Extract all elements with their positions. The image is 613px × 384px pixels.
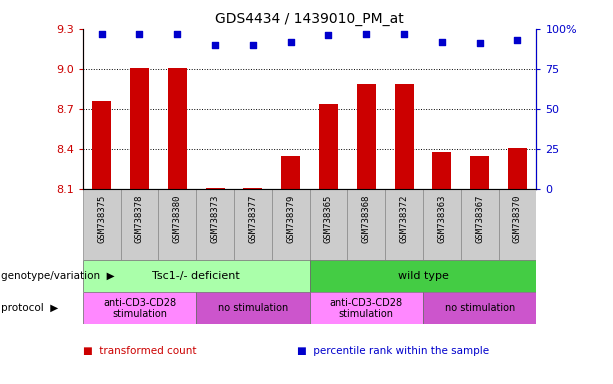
Bar <box>319 104 338 189</box>
Bar <box>348 189 385 260</box>
Point <box>97 31 107 37</box>
Point <box>134 31 145 37</box>
Text: wild type: wild type <box>398 271 448 281</box>
Text: no stimulation: no stimulation <box>218 303 288 313</box>
Point <box>210 42 220 48</box>
Text: anti-CD3-CD28
stimulation: anti-CD3-CD28 stimulation <box>103 298 176 319</box>
Bar <box>357 84 376 189</box>
Bar <box>130 68 149 189</box>
Bar <box>310 260 536 293</box>
Bar <box>83 293 196 324</box>
Text: GSM738367: GSM738367 <box>475 195 484 243</box>
Bar <box>83 260 310 293</box>
Text: GSM738377: GSM738377 <box>248 195 257 243</box>
Text: ■  transformed count: ■ transformed count <box>83 346 196 356</box>
Text: GSM738372: GSM738372 <box>400 195 409 243</box>
Bar <box>121 189 158 260</box>
Bar <box>168 68 187 189</box>
Text: GSM738373: GSM738373 <box>210 195 219 243</box>
Text: GSM738363: GSM738363 <box>437 195 446 243</box>
Bar <box>92 101 111 189</box>
Bar <box>395 84 414 189</box>
Text: no stimulation: no stimulation <box>444 303 515 313</box>
Text: genotype/variation  ▶: genotype/variation ▶ <box>1 271 114 281</box>
Text: GSM738378: GSM738378 <box>135 195 144 243</box>
Point <box>172 31 182 37</box>
Bar <box>498 189 536 260</box>
Bar <box>234 189 272 260</box>
Text: GSM738380: GSM738380 <box>173 195 182 243</box>
Bar <box>83 189 121 260</box>
Text: GSM738365: GSM738365 <box>324 195 333 243</box>
Bar <box>158 189 196 260</box>
Bar <box>385 189 423 260</box>
Bar <box>196 189 234 260</box>
Bar <box>196 293 310 324</box>
Bar <box>243 188 262 189</box>
Bar <box>205 188 224 189</box>
Point <box>324 32 333 38</box>
Bar <box>470 156 489 189</box>
Point <box>248 42 257 48</box>
Title: GDS4434 / 1439010_PM_at: GDS4434 / 1439010_PM_at <box>215 12 404 26</box>
Bar <box>310 189 348 260</box>
Point <box>437 38 447 45</box>
Bar <box>281 156 300 189</box>
Text: GSM738375: GSM738375 <box>97 195 106 243</box>
Text: anti-CD3-CD28
stimulation: anti-CD3-CD28 stimulation <box>330 298 403 319</box>
Text: GSM738379: GSM738379 <box>286 195 295 243</box>
Bar <box>508 148 527 189</box>
Bar <box>310 293 423 324</box>
Bar <box>423 189 461 260</box>
Text: GSM738370: GSM738370 <box>513 195 522 243</box>
Point <box>286 38 295 45</box>
Bar <box>272 189 310 260</box>
Point <box>512 37 522 43</box>
Point <box>399 31 409 37</box>
Text: GSM738368: GSM738368 <box>362 195 371 243</box>
Point <box>361 31 371 37</box>
Text: Tsc1-/- deficient: Tsc1-/- deficient <box>152 271 240 281</box>
Text: protocol  ▶: protocol ▶ <box>1 303 58 313</box>
Bar <box>423 293 536 324</box>
Bar <box>461 189 498 260</box>
Bar <box>432 152 451 189</box>
Text: ■  percentile rank within the sample: ■ percentile rank within the sample <box>297 346 489 356</box>
Point <box>475 40 485 46</box>
